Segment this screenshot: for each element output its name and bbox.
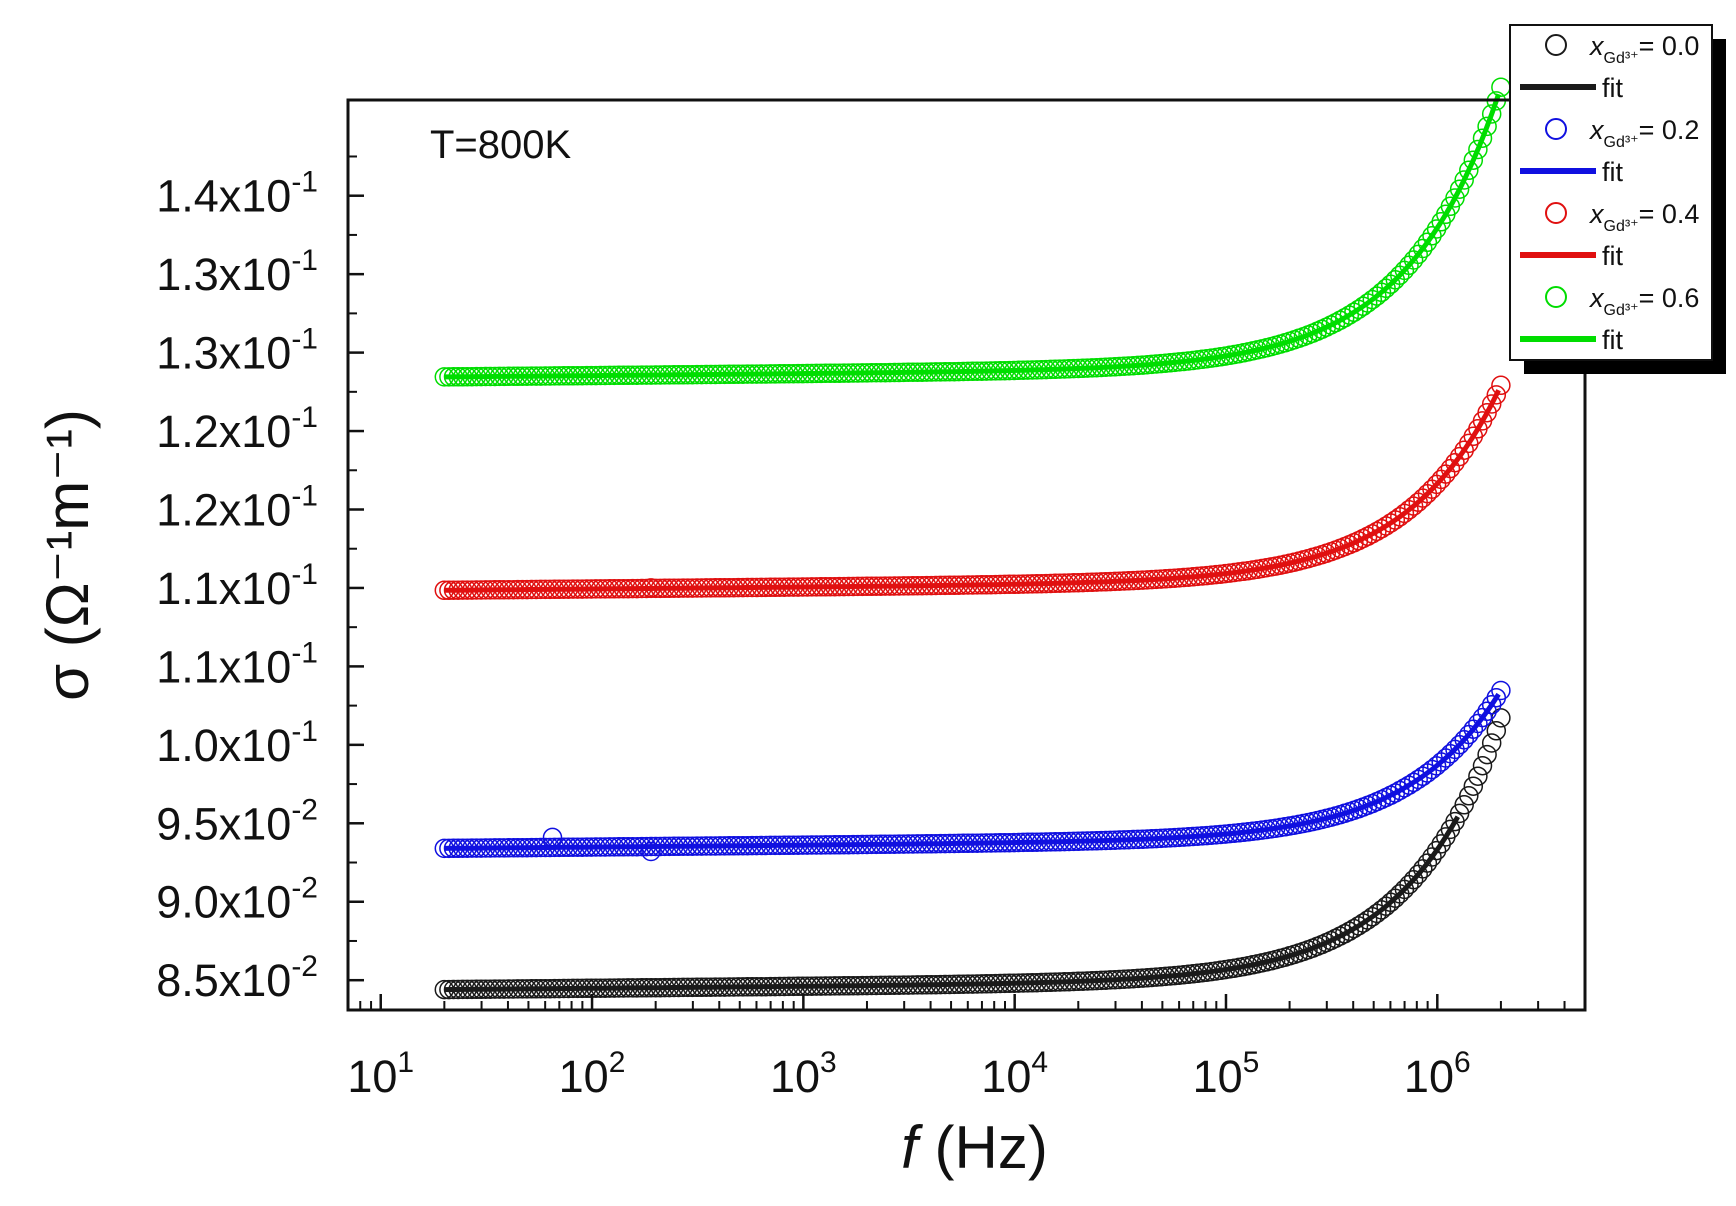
temperature-annotation: T=800K <box>430 123 572 167</box>
legend-marker-2 <box>1545 202 1567 224</box>
plot-frame <box>346 98 1587 1012</box>
legend-label-2: xGd³⁺= 0.4 <box>1588 199 1699 235</box>
x-tick-label: 104 <box>981 1046 1048 1102</box>
series-3-point <box>1459 160 1479 181</box>
series-0-point <box>1426 840 1447 861</box>
series-3-point <box>1339 305 1360 325</box>
y-tick-label: 8.5x10-2 <box>156 950 318 1006</box>
series-0-point <box>1477 744 1497 765</box>
legend-marker-3 <box>1545 286 1567 308</box>
legend-label-1: xGd³⁺= 0.2 <box>1588 115 1699 151</box>
series-3-point <box>1413 238 1433 259</box>
series-0-fit-line <box>444 815 1460 993</box>
y-tick-label: 1.0x10-1 <box>156 715 318 771</box>
series-2-point <box>1486 385 1507 405</box>
series-2-point <box>1454 440 1474 460</box>
series-0-point <box>1344 918 1364 939</box>
series-0-point <box>1459 786 1479 806</box>
series-3-point <box>1454 170 1474 190</box>
y-tick-label: 1.2x10-1 <box>156 480 318 536</box>
series-1 <box>434 680 1511 862</box>
series-1-point <box>1394 778 1415 798</box>
series-3 <box>434 77 1511 387</box>
series-3-point <box>1468 139 1488 160</box>
legend-label-3: xGd³⁺= 0.6 <box>1588 283 1699 319</box>
y-axis-title: σ (Ω⁻¹m⁻¹) <box>34 409 101 701</box>
series-0-point <box>1472 755 1493 776</box>
series-0-point <box>1486 721 1507 741</box>
series-2-fit-line <box>444 389 1501 593</box>
x-tick-label: 103 <box>770 1046 837 1102</box>
legend-fit-label-0: fit <box>1602 73 1624 103</box>
x-tick-label: 101 <box>347 1046 414 1102</box>
y-tick-label: 1.2x10-1 <box>156 401 318 457</box>
series-3-point <box>1481 104 1502 124</box>
legend-box <box>1509 24 1713 361</box>
series-0-point <box>1422 847 1442 867</box>
axes-layer: 101 102 103 104 105 106 8.5x10-2 9.0x10-2 9.5x10… <box>34 98 1587 1181</box>
series-0-point <box>1481 733 1502 753</box>
series-2-point <box>1445 452 1465 473</box>
y-tick-label: 1.1x10-1 <box>156 636 318 692</box>
series-2-point <box>1491 375 1511 396</box>
legend-marker-0 <box>1545 34 1567 56</box>
series-3-point <box>1417 232 1438 253</box>
x-axis-title: f (Hz) <box>901 1114 1048 1181</box>
series-1-point <box>1477 701 1497 722</box>
series-3-point <box>1445 188 1465 208</box>
series-1-fit-line <box>444 692 1501 851</box>
series-0-point <box>1463 776 1484 796</box>
y-tick-label: 1.4x10-1 <box>156 166 318 222</box>
legend: xGd³⁺= 0.0 fit xGd³⁺= 0.2 fit xGd³⁺= 0.4 fit x… <box>1509 24 1726 374</box>
legend-marker-1 <box>1545 118 1567 140</box>
legend-fit-label-3: fit <box>1602 325 1624 355</box>
series-3-point <box>1472 128 1493 148</box>
series-1-point <box>641 841 661 862</box>
legend-label-0: xGd³⁺= 0.0 <box>1588 31 1699 67</box>
series-0-point <box>1468 766 1488 786</box>
series-3-point <box>1422 226 1442 246</box>
y-tick-label: 1.1x10-1 <box>156 558 318 614</box>
series-2-point <box>1481 394 1502 414</box>
x-tick-label: 102 <box>559 1046 626 1102</box>
series-3-point <box>1449 179 1470 199</box>
series-2-point <box>1449 446 1470 467</box>
series-3-fit-line <box>444 93 1501 380</box>
x-tick-label: 106 <box>1404 1046 1471 1102</box>
series-2 <box>434 375 1511 601</box>
series-1-point <box>1491 680 1511 701</box>
series-layer <box>434 77 1511 1000</box>
legend-fit-label-2: fit <box>1602 241 1624 271</box>
y-tick-label: 1.3x10-1 <box>156 323 318 379</box>
series-0-point <box>1454 795 1474 815</box>
y-tick-label: 1.3x10-1 <box>156 244 318 300</box>
series-3-point <box>1463 150 1484 170</box>
series-3-point <box>1477 116 1497 137</box>
x-tick-label: 105 <box>1193 1046 1260 1102</box>
y-tick-label: 9.0x10-2 <box>156 872 318 928</box>
series-0 <box>434 708 1511 1000</box>
y-tick-label: 9.5x10-2 <box>156 793 318 849</box>
series-1-point <box>1472 707 1493 728</box>
series-3-point <box>1312 319 1332 340</box>
series-0-point <box>1417 853 1438 873</box>
legend-fit-label-1: fit <box>1602 157 1624 187</box>
series-2-point <box>1371 518 1392 539</box>
